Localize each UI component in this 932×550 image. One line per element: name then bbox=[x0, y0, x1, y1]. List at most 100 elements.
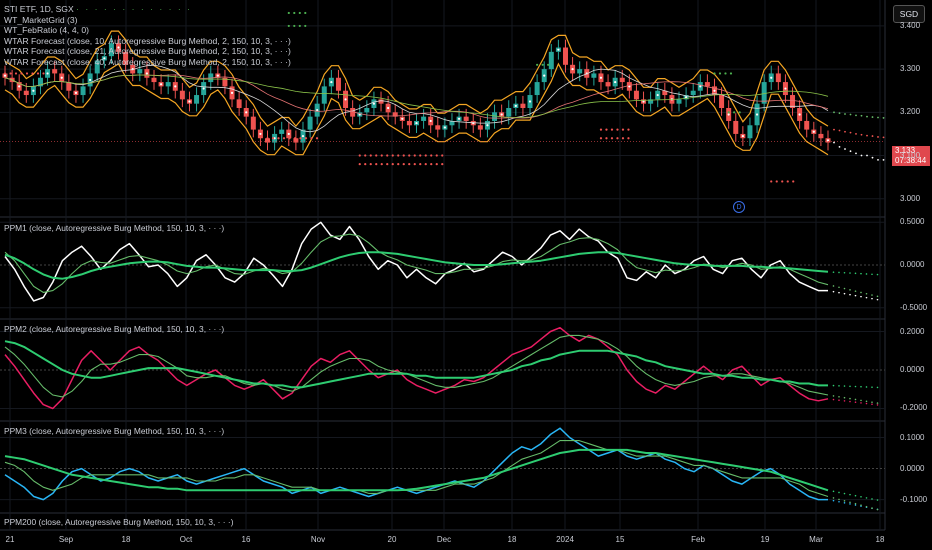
legend-item-wtar-40[interactable]: WTAR Forecast (close, 40, Autoregressive… bbox=[4, 56, 291, 67]
candle-body bbox=[421, 116, 427, 121]
candle-body bbox=[335, 77, 341, 91]
signal-dot bbox=[599, 128, 603, 131]
signal-dot bbox=[386, 163, 389, 166]
candle-body bbox=[775, 73, 781, 83]
candle-body bbox=[406, 120, 412, 126]
signal-dot bbox=[413, 163, 416, 166]
signal-dot bbox=[430, 163, 433, 166]
ppm2-title[interactable]: PPM2 (close, Autoregressive Burg Method,… bbox=[4, 324, 225, 334]
signal-dot bbox=[770, 180, 773, 183]
y-tick-label: -0.5000 bbox=[900, 302, 928, 312]
candle-body bbox=[435, 125, 441, 130]
candle-body bbox=[279, 129, 285, 134]
ppm2-projection-dot bbox=[838, 399, 840, 401]
signal-dot bbox=[315, 137, 319, 140]
ppm1-projection-dot bbox=[838, 286, 840, 289]
grid-dot bbox=[117, 46, 120, 49]
grid-dot bbox=[599, 76, 603, 79]
ppm1-projection-dot bbox=[849, 272, 851, 274]
grid-dot bbox=[500, 113, 503, 116]
grid-dot bbox=[557, 48, 560, 51]
ppm3-title[interactable]: PPM3 (close, Autoregressive Burg Method,… bbox=[4, 426, 225, 436]
symbol-title[interactable]: STI ETF, 1D, SGX bbox=[4, 4, 74, 14]
ppm2-projection-dot bbox=[843, 385, 846, 387]
signal-dot bbox=[419, 154, 422, 157]
forecast-point bbox=[849, 131, 852, 134]
candle-body bbox=[392, 112, 398, 117]
price-pane[interactable] bbox=[0, 11, 885, 183]
signal-dot bbox=[605, 128, 608, 131]
ppm1-projection-dot bbox=[865, 273, 868, 275]
dividend-marker[interactable]: D bbox=[733, 201, 745, 213]
grid-dot bbox=[46, 72, 49, 75]
signal-dot bbox=[408, 154, 411, 157]
ppm3-projection-dot bbox=[838, 491, 840, 494]
ppm1-title[interactable]: PPM1 (close, Autoregressive Burg Method,… bbox=[4, 223, 225, 233]
ppm3-series-1 bbox=[4, 440, 829, 498]
ppm1-projection-dot bbox=[871, 273, 873, 276]
legend-item-marketgrid[interactable]: WT_MarketGrid (3) bbox=[4, 14, 78, 25]
forecast-point bbox=[860, 154, 863, 157]
ppm1-projection-dot bbox=[876, 298, 879, 301]
signal-dot bbox=[293, 11, 296, 15]
grid-dot bbox=[330, 80, 333, 84]
forecast-point bbox=[871, 156, 874, 159]
ppm3-projection-dot bbox=[832, 497, 835, 499]
legend-item-febratio[interactable]: WT_FebRatio (4, 4, 0) bbox=[4, 25, 90, 35]
ppm-panes[interactable] bbox=[4, 221, 879, 511]
signal-dot bbox=[282, 137, 286, 140]
ppm3-projection-dot bbox=[854, 504, 857, 506]
x-tick-label: Mar bbox=[809, 535, 823, 544]
forecast-point bbox=[871, 135, 874, 137]
ppm3-projection-dot bbox=[854, 494, 857, 497]
signal-dot bbox=[775, 180, 778, 183]
candle-body bbox=[704, 82, 710, 87]
ppm2-projection-dot bbox=[838, 385, 840, 387]
ppm2-projection-dot bbox=[860, 402, 862, 404]
grid-dot bbox=[32, 89, 35, 92]
candle-body bbox=[492, 112, 498, 121]
signal-dot bbox=[293, 24, 296, 28]
signal-dot bbox=[724, 72, 727, 75]
candle-body bbox=[577, 69, 583, 74]
grid-dot bbox=[202, 87, 205, 90]
signal-dot bbox=[610, 128, 614, 131]
x-tick-label: 16 bbox=[241, 535, 251, 544]
ppm1-projection-dot bbox=[854, 294, 857, 297]
ppm200-title[interactable]: PPM200 (close, Autoregressive Burg Metho… bbox=[4, 517, 234, 527]
signal-dot bbox=[419, 163, 422, 166]
legend-item-wtar-21[interactable]: WTAR Forecast (close, 21, Autoregressive… bbox=[4, 46, 291, 56]
ppm2-projection-dot bbox=[865, 402, 868, 405]
currency-button[interactable]: SGD bbox=[893, 5, 925, 23]
ppm2-projection-dot bbox=[849, 385, 851, 388]
ppm1-projection-dot bbox=[838, 271, 840, 274]
ppm2-projection-dot bbox=[843, 396, 846, 399]
candle-body bbox=[194, 95, 200, 104]
grid-dot bbox=[543, 74, 546, 77]
grid-dot bbox=[614, 80, 617, 84]
candle-body bbox=[94, 60, 100, 74]
candle-body bbox=[350, 108, 356, 117]
forecast-point bbox=[882, 158, 885, 161]
grid-dot bbox=[159, 83, 163, 86]
ppm3-projection-dot bbox=[849, 501, 851, 504]
ppm2-projection-dot bbox=[832, 384, 835, 387]
grid-dot bbox=[457, 117, 461, 120]
forecast-point bbox=[838, 129, 841, 132]
candle-body bbox=[250, 116, 256, 130]
grid-dot bbox=[216, 74, 219, 77]
grid-dot bbox=[245, 111, 248, 114]
legend-item-wtar-10[interactable]: WTAR Forecast (close, 10, Autoregressive… bbox=[4, 35, 291, 46]
grid-dot bbox=[755, 113, 759, 116]
ppm1-projection-dot bbox=[854, 290, 857, 292]
signal-dot bbox=[298, 24, 301, 28]
signal-dot bbox=[729, 72, 733, 75]
forecast-point bbox=[860, 114, 863, 117]
signal-dot bbox=[792, 180, 795, 183]
signal-dot bbox=[547, 63, 550, 66]
signal-dot bbox=[287, 11, 290, 15]
ppm3-projection-dot bbox=[854, 502, 857, 505]
signal-dot bbox=[20, 72, 23, 75]
signal-dot bbox=[42, 72, 45, 75]
